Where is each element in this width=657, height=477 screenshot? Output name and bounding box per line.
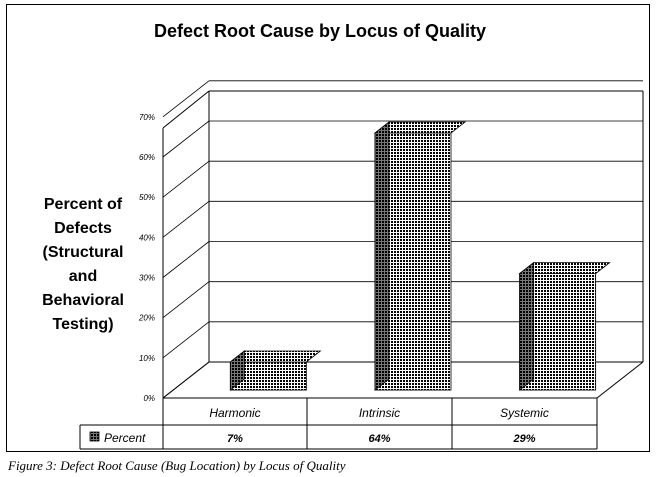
- value-label: 29%: [512, 433, 535, 445]
- bar-side: [374, 121, 390, 391]
- side-gridline: [162, 80, 210, 118]
- y-axis-label: Percent of Defects (Structural and Behaviora…: [42, 196, 124, 333]
- y-axis-label-line: (Structural: [43, 244, 124, 261]
- bar-intrinsic: [373, 121, 467, 391]
- side-gridline: [162, 201, 210, 238]
- side-gridline: [162, 160, 210, 198]
- chart-frame: Defect Root Cause by Locus of Quality Pe…: [6, 4, 650, 452]
- y-tick-label: 70%: [139, 113, 155, 122]
- y-tick-label: 60%: [139, 153, 155, 162]
- side-wall-top-edge: [162, 90, 210, 129]
- bar-systemic: [518, 261, 611, 391]
- y-tick-labels: 0% 10% 20% 30% 40% 50% 60% 70%: [138, 113, 155, 403]
- category-label: Systemic: [500, 406, 549, 420]
- y-tick-label: 0%: [143, 394, 155, 403]
- y-tick-label: 30%: [139, 274, 155, 283]
- chart: Defect Root Cause by Locus of Quality Pe…: [42, 21, 644, 450]
- y-axis-label-line: Defects: [54, 220, 112, 237]
- bars: [229, 121, 611, 391]
- legend-swatch: [89, 431, 100, 442]
- side-gridline: [162, 361, 210, 399]
- side-gridline: [162, 241, 210, 278]
- data-table-labels: Harmonic 7% Intrinsic 64% Systemic 29%: [209, 406, 549, 445]
- bar-side: [519, 261, 535, 391]
- chart-title: Defect Root Cause by Locus of Quality: [154, 21, 486, 41]
- y-axis-label-line: and: [69, 268, 97, 285]
- y-axis-label-line: Behavioral: [42, 292, 124, 309]
- y-axis-label-line: Testing): [52, 316, 113, 333]
- category-label: Harmonic: [209, 406, 260, 420]
- legend-series-name: Percent: [104, 431, 146, 445]
- y-tick-label: 10%: [139, 354, 155, 363]
- y-tick-label: 40%: [139, 233, 155, 242]
- value-label: 7%: [227, 433, 243, 445]
- side-gridline: [162, 281, 210, 318]
- category-label: Intrinsic: [359, 406, 400, 420]
- y-axis-label-line: Percent of: [44, 196, 123, 213]
- floor-right-edge: [596, 361, 644, 399]
- value-label: 64%: [368, 433, 390, 445]
- y-tick-label: 50%: [139, 193, 155, 202]
- side-gridline: [162, 120, 210, 158]
- y-tick-label: 20%: [138, 314, 155, 323]
- data-table: Percent: [79, 398, 598, 450]
- bar-harmonic: [229, 350, 322, 391]
- figure-caption: Figure 3: Defect Root Cause (Bug Locatio…: [8, 458, 346, 473]
- side-gridline: [162, 321, 210, 359]
- bar-side: [229, 350, 245, 391]
